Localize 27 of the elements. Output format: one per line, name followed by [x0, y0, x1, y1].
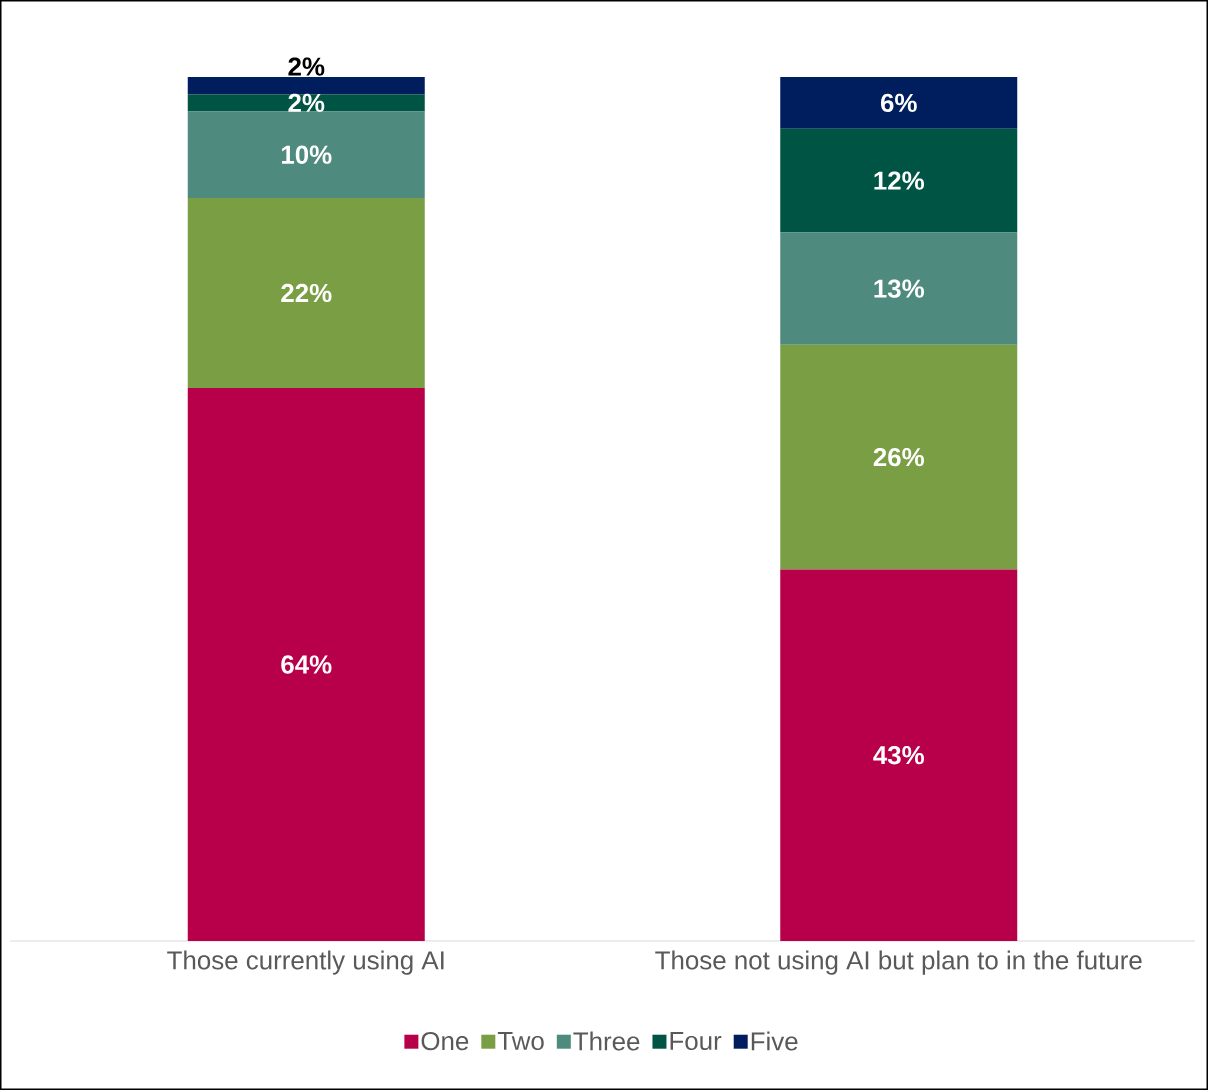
data-label: 26% [873, 447, 924, 467]
data-label: 64% [281, 655, 332, 674]
bar [187, 111, 425, 198]
data-label: 6% [880, 93, 917, 113]
legend-label: Four [670, 1032, 722, 1051]
bar [780, 232, 1018, 345]
bar [780, 344, 1018, 570]
bar [187, 197, 425, 389]
data-label: 2% [288, 57, 325, 76]
x-tick-label: Those currently using AI [167, 950, 444, 975]
bar [780, 128, 1018, 233]
data-label: 22% [281, 283, 332, 303]
bar [780, 569, 1018, 941]
data-label: 12% [874, 171, 924, 190]
bar [780, 76, 1018, 129]
legend-label: Three [573, 1031, 640, 1051]
x-tick-label: Those not using AI but plan to in the future [655, 950, 1142, 975]
bar [187, 388, 425, 941]
bar [187, 94, 425, 112]
data-label: 13% [874, 279, 924, 298]
data-label: 10% [281, 145, 332, 164]
legend-label: Five [751, 1031, 798, 1051]
legend-label: One [421, 1031, 469, 1051]
legend-label: Two [497, 1032, 544, 1051]
data-label: 2% [288, 93, 325, 113]
data-label: 43% [873, 746, 924, 765]
bar [187, 76, 425, 95]
